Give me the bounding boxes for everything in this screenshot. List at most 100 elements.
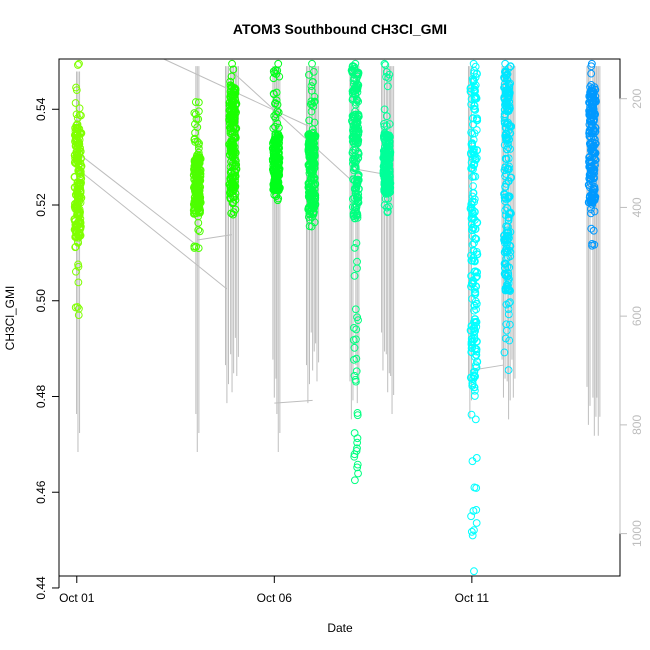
data-point <box>309 209 318 219</box>
data-point <box>350 271 359 280</box>
data-point <box>500 348 509 357</box>
plot-frame <box>58 58 621 577</box>
data-point <box>353 313 362 322</box>
data-point <box>311 131 320 141</box>
data-point <box>74 139 83 149</box>
data-point <box>75 111 84 119</box>
data-point <box>348 95 357 104</box>
data-point <box>467 214 476 223</box>
data-point <box>226 168 235 177</box>
data-point <box>226 92 235 101</box>
data-point <box>470 392 479 400</box>
data-point <box>468 114 478 123</box>
data-point <box>269 124 278 133</box>
data-point <box>470 306 478 315</box>
data-point <box>380 105 389 114</box>
data-point <box>354 469 362 478</box>
data-point <box>589 115 599 124</box>
data-point <box>74 260 82 269</box>
data-point <box>470 105 479 113</box>
data-point <box>472 519 481 527</box>
data-point <box>226 194 235 203</box>
data-point <box>75 166 84 175</box>
data-point <box>502 231 512 241</box>
right-tick-label: 200 <box>630 88 644 108</box>
data-point <box>271 99 279 108</box>
series-day-0 <box>70 59 86 320</box>
data-point <box>230 180 239 190</box>
data-point <box>500 189 509 199</box>
data-point <box>76 169 85 178</box>
data-point <box>587 108 596 117</box>
data-point <box>305 70 313 79</box>
data-point <box>585 157 594 167</box>
data-point <box>472 506 481 514</box>
series-day-2 <box>225 59 241 219</box>
series-day-5 <box>347 59 363 485</box>
data-point <box>353 460 362 469</box>
data-point <box>272 88 281 97</box>
data-point <box>193 174 202 184</box>
data-point <box>354 170 363 180</box>
data-point <box>470 257 479 266</box>
series-dense-8 <box>500 62 516 295</box>
data-point <box>467 527 476 536</box>
data-point <box>351 152 360 161</box>
series-day-4 <box>304 59 320 231</box>
right-tick-label: 800 <box>630 415 644 435</box>
data-point <box>589 141 598 151</box>
data-point <box>71 99 80 107</box>
chart-title: ATOM3 Southbound CH3Cl_GMI <box>233 21 447 37</box>
data-point <box>471 234 480 243</box>
data-point <box>504 366 513 375</box>
data-point <box>353 463 362 472</box>
altitude-connector-1 <box>77 168 228 290</box>
data-point <box>354 110 363 119</box>
data-point <box>308 59 316 68</box>
data-point <box>470 83 479 91</box>
data-point <box>506 242 515 251</box>
y-tick-label: 0.46 <box>34 480 48 504</box>
altitude-connector-7 <box>469 364 504 371</box>
data-point <box>505 336 514 345</box>
data-point <box>470 129 479 138</box>
series-dense-1 <box>189 153 205 218</box>
data-point <box>585 132 594 141</box>
data-point <box>308 131 317 141</box>
data-point <box>350 371 359 380</box>
data-point <box>381 159 390 168</box>
data-point <box>589 126 599 135</box>
data-point <box>273 119 282 128</box>
data-point <box>270 69 279 78</box>
data-point <box>587 171 596 181</box>
data-point <box>305 132 314 141</box>
data-point <box>353 83 362 92</box>
data-point <box>468 379 477 388</box>
data-point <box>272 169 281 178</box>
data-point <box>194 144 203 153</box>
data-point <box>191 138 199 146</box>
y-axis: 0.44 0.46 0.48 0.50 0.52 0.54 <box>34 97 60 600</box>
data-point <box>590 207 599 216</box>
series-dense-4 <box>304 130 320 219</box>
data-point <box>350 323 358 332</box>
data-point <box>471 92 480 102</box>
data-point <box>473 218 482 227</box>
x-tick-label: Oct 11 <box>455 591 490 605</box>
data-point <box>228 101 237 110</box>
data-point <box>309 160 318 169</box>
data-point <box>353 444 361 453</box>
data-point <box>504 80 514 89</box>
data-point <box>471 318 481 327</box>
data-point <box>470 567 478 576</box>
data-point <box>191 98 200 106</box>
x-axis-label: Date <box>327 621 353 635</box>
altitude-connector-4 <box>231 71 352 181</box>
data-point <box>350 243 359 252</box>
data-point <box>352 96 362 105</box>
altitude-connector-2 <box>197 234 233 241</box>
data-point <box>352 84 361 94</box>
data-point <box>383 186 392 196</box>
data-point <box>77 129 86 138</box>
series-dense-9 <box>584 85 600 207</box>
